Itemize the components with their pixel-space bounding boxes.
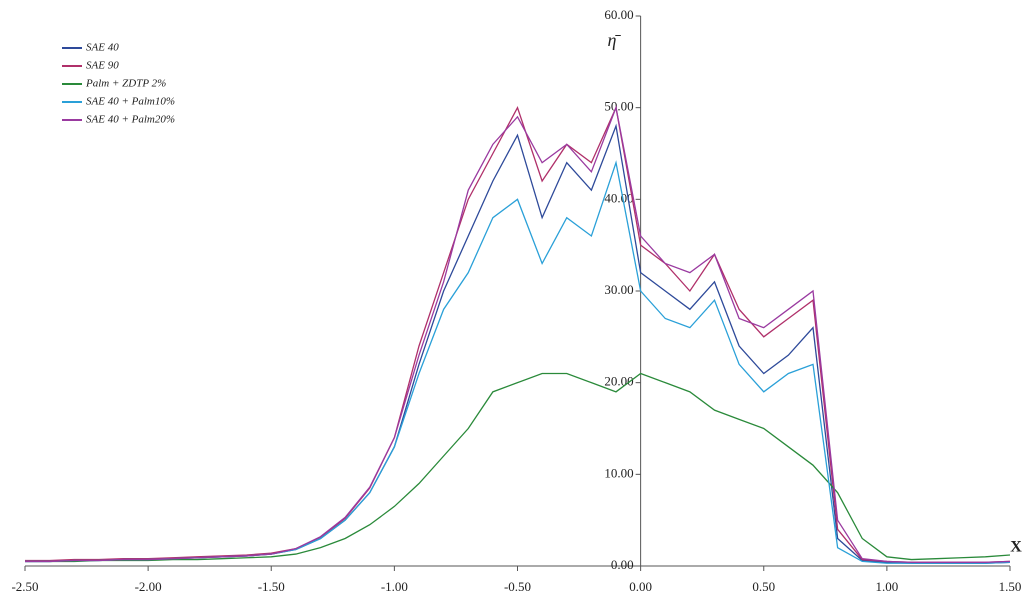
y-tick-label: 30.00 bbox=[604, 282, 633, 297]
series-line bbox=[25, 123, 1011, 564]
y-tick-label: 20.00 bbox=[604, 374, 633, 389]
y-tick-label: 50.00 bbox=[604, 99, 633, 114]
x-tick-label: -1.50 bbox=[258, 579, 285, 594]
x-tick-label: 1.50 bbox=[999, 579, 1022, 594]
x-axis-label: X bbox=[1010, 539, 1022, 556]
series-line bbox=[25, 105, 1011, 563]
legend-label: SAE 40 + Palm20% bbox=[86, 114, 175, 126]
x-tick-label: 0.50 bbox=[752, 579, 775, 594]
series-line bbox=[25, 372, 1011, 563]
x-tick-label: -1.00 bbox=[381, 579, 408, 594]
y-tick-label: 0.00 bbox=[611, 557, 634, 572]
x-tick-label: -0.50 bbox=[504, 579, 531, 594]
legend-label: SAE 40 bbox=[86, 42, 119, 54]
series-line bbox=[25, 105, 1011, 563]
x-tick-label: -2.50 bbox=[11, 579, 38, 594]
series-line bbox=[25, 160, 1011, 564]
y-tick-label: 40.00 bbox=[604, 190, 633, 205]
y-axis-label: η̄ bbox=[608, 30, 622, 50]
x-tick-label: 0.00 bbox=[629, 579, 652, 594]
y-tick-label: 60.00 bbox=[604, 7, 633, 22]
y-tick-label: 10.00 bbox=[604, 465, 633, 480]
x-tick-label: -2.00 bbox=[135, 579, 162, 594]
x-tick-label: 1.00 bbox=[876, 579, 899, 594]
legend-label: SAE 40 + Palm10% bbox=[86, 96, 175, 108]
legend-label: SAE 90 bbox=[86, 60, 119, 72]
legend-label: Palm + ZDTP 2% bbox=[85, 78, 166, 90]
